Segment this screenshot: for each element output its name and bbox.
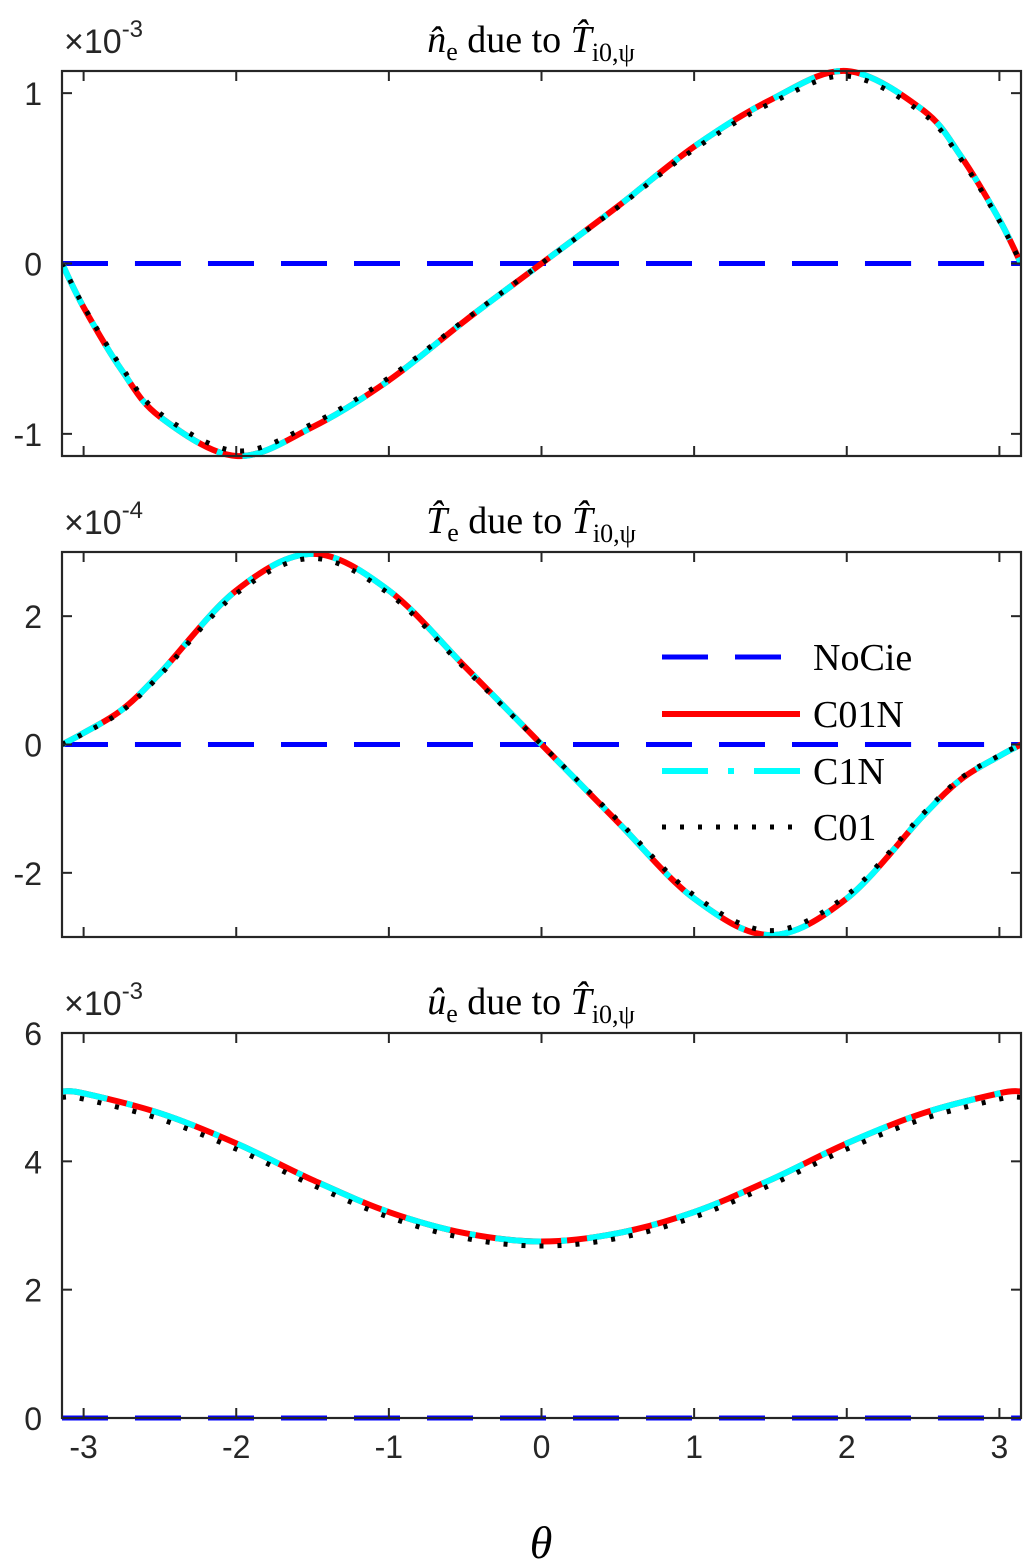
y-tick-label: 1: [24, 76, 42, 112]
x-tick-label: 2: [838, 1429, 856, 1465]
series-group: [62, 67, 1021, 460]
subplot-3: ûe due to T̂i0,ψ ×10-3 -3 -2 -1 0 1 2 3 0 2 4 6: [24, 978, 1023, 1465]
y-tick-label: 0: [24, 1401, 42, 1437]
x-tick-label: 3: [990, 1429, 1008, 1465]
x-tick-label: -1: [375, 1429, 403, 1465]
legend: NoCie C01N C1N C01: [662, 637, 912, 849]
legend-label: C1N: [813, 751, 885, 793]
series-c01: [62, 73, 1021, 454]
y-tick-label: -1: [14, 417, 42, 453]
legend-label: C01N: [813, 694, 904, 736]
x-axis-label: θ: [530, 1517, 553, 1565]
x-tick-label: -3: [69, 1429, 97, 1465]
y-exponent-label: ×10-4: [64, 497, 143, 542]
y-exponent-label: ×10-3: [64, 16, 143, 61]
y-exponent-label: ×10-3: [64, 978, 143, 1023]
legend-item-c01: C01: [662, 807, 876, 849]
panels: n̂e due to T̂i0,ψ ×10-3 -1 0 1 T̂e due to T̂i…: [14, 16, 1023, 1465]
axes-box: [60, 1031, 1023, 1420]
legend-item-c01n: C01N: [662, 694, 904, 736]
series-c01n: [62, 67, 1021, 460]
subplot-2: T̂e due to T̂i0,ψ ×10-4 -2 0 2: [14, 497, 1023, 939]
series-group: [62, 1088, 1021, 1421]
legend-label: C01: [813, 807, 876, 849]
y-tick-label: 0: [24, 247, 42, 283]
x-tick-label: 1: [685, 1429, 703, 1465]
subplot-title: n̂e due to T̂i0,ψ: [427, 19, 635, 67]
y-tick-label: 2: [24, 599, 42, 635]
y-tick-label: 6: [24, 1016, 42, 1052]
series-c1n: [62, 1088, 1021, 1245]
y-tick-label: 2: [24, 1273, 42, 1309]
x-tick-label: -2: [222, 1429, 250, 1465]
subplot-1: n̂e due to T̂i0,ψ ×10-3 -1 0 1: [14, 16, 1023, 460]
subplot-title: ûe due to T̂i0,ψ: [427, 981, 635, 1029]
series-group: [62, 550, 1021, 939]
legend-item-nocie: NoCie: [662, 637, 912, 679]
x-tick-label: 0: [533, 1429, 551, 1465]
series-c01: [62, 1094, 1021, 1249]
series-c01n: [62, 1088, 1021, 1245]
y-tick-label: 0: [24, 728, 42, 764]
series-c1n: [62, 550, 1021, 939]
legend-label: NoCie: [813, 637, 912, 679]
y-tick-label: -2: [14, 856, 42, 892]
y-tick-label: 4: [24, 1144, 42, 1180]
subplot-title: T̂e due to T̂i0,ψ: [426, 500, 636, 548]
legend-item-c1n: C1N: [662, 751, 885, 793]
